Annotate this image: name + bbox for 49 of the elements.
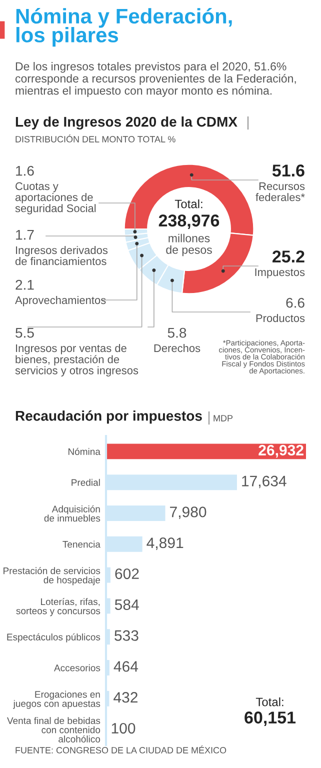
data-label: 17,634	[242, 476, 286, 488]
y-tick-label: Prestación de servicios de hospedaje	[4, 567, 100, 586]
bar	[106, 444, 306, 460]
data-label: 2.1	[16, 280, 34, 290]
chart-subtitle: MDP	[214, 415, 233, 422]
data-label: 1.6	[16, 166, 34, 176]
y-tick-label: Adquisición de inmuebles	[44, 505, 100, 522]
slice-label: Derechos	[154, 344, 200, 352]
text: Total:	[174, 199, 202, 208]
chart-subtitle: DISTRIBUCIÓN DEL MONTO TOTAL %	[16, 134, 176, 142]
slice-label: Ingresos derivados de financiamientos	[15, 246, 108, 266]
data-label: 1.7	[16, 230, 34, 240]
data-label: 4,891	[146, 538, 184, 550]
data-label: 432	[114, 692, 138, 703]
data-label: 5.5	[16, 328, 34, 338]
annotation: 60,151	[244, 712, 296, 726]
data-label: 100	[112, 722, 136, 734]
text: De los ingresos totales previstos para el 2020, 51.6% corresponde a recursos provenientes de la Federación, mientras el impuesto con mayor monto es nómina.	[15, 62, 296, 97]
y-tick-label: Tenencia	[62, 540, 100, 548]
slice-label: Impuestos	[255, 268, 305, 278]
data-label: 533	[114, 630, 138, 641]
data-label: 602	[115, 568, 139, 580]
text: millones de pesos	[166, 234, 212, 256]
data-label: 51.6	[272, 164, 304, 177]
data-label: 7,980	[170, 506, 206, 520]
y-tick-label: Nómina	[68, 448, 100, 455]
data-label: 464	[114, 661, 138, 672]
data-label: 6.6	[286, 298, 304, 308]
text: Nómina y Federación, los pilares	[16, 8, 232, 47]
slice-label: Ingresos por ventas de bienes, prestación de servicios y otros ingresos	[15, 344, 138, 376]
chart-title: Ley de Ingresos 2020 de la CDMX	[16, 116, 238, 130]
chart-title: Recaudación por impuestos	[16, 410, 202, 424]
y-tick-label: Loterías, rifas, sorteos y concursos	[16, 598, 100, 616]
y-tick-label: Espectáculos públicos	[7, 633, 100, 642]
data-label: 5.8	[168, 328, 186, 338]
y-tick-label: Accesorios	[54, 664, 100, 672]
source-note: FUENTE: CONGRESO DE LA CIUDAD DE MÉXICO	[16, 746, 226, 754]
text: 238,976	[158, 214, 220, 230]
slice-label: Cuotas y aportaciones de seguridad Social	[15, 182, 96, 214]
slice-label: Recursos federales*	[256, 182, 305, 202]
annotation: Total:	[256, 697, 284, 706]
y-tick-label: Venta final de bebidas con contenido alcohólico	[7, 717, 100, 742]
slice-label: Productos	[256, 314, 305, 322]
y-tick-label: Erogaciones en juegos con apuestas	[13, 690, 100, 709]
slice-label: Aprovechamientos	[15, 296, 106, 306]
y-tick-label: Predial	[72, 478, 100, 486]
data-label: 584	[114, 599, 139, 610]
data-label: 26,932	[258, 444, 304, 458]
data-label: 25.2	[272, 250, 304, 263]
